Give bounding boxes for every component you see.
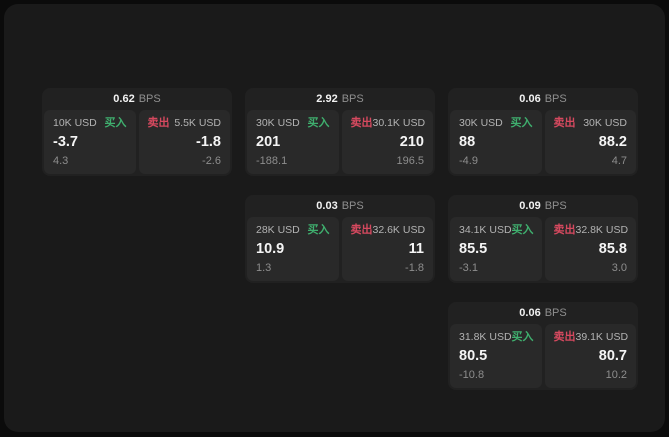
buy-price: 10.9 <box>256 241 285 257</box>
spread-card-grid: 0.62 BPS 10K USD 买入 -3.7 4.3 卖出 5.5K USD <box>42 88 638 390</box>
bps-value: 0.09 <box>519 200 541 212</box>
quote-panels: 34.1K USD 买入 85.5 -3.1 卖出 32.8K USD 85.8… <box>448 217 638 283</box>
spread-card: 2.92 BPS 30K USD 买入 201 -188.1 卖出 30.1K … <box>245 88 435 176</box>
spread-header: 0.06 BPS <box>448 302 638 324</box>
spread-header: 2.92 BPS <box>245 88 435 110</box>
quote-panels: 31.8K USD 买入 80.5 -10.8 卖出 39.1K USD 80.… <box>448 324 638 390</box>
buy-amount: 34.1K USD <box>459 224 512 236</box>
buy-price: 201 <box>256 134 281 150</box>
buy-panel[interactable]: 30K USD 买入 201 -188.1 <box>247 110 339 174</box>
sell-panel[interactable]: 卖出 32.6K USD 11 -1.8 <box>341 217 433 281</box>
buy-price: 88 <box>459 134 476 150</box>
bps-unit-label: BPS <box>138 93 161 105</box>
buy-sub-value: -10.8 <box>459 369 485 381</box>
bps-unit-label: BPS <box>341 93 364 105</box>
buy-sub-value: -3.1 <box>459 262 478 274</box>
spread-header: 0.06 BPS <box>448 88 638 110</box>
bps-value: 0.62 <box>113 93 135 105</box>
quote-panels: 30K USD 买入 201 -188.1 卖出 30.1K USD 210 1… <box>245 110 435 176</box>
buy-button[interactable]: 买入 <box>511 224 534 236</box>
bps-value: 0.03 <box>316 200 338 212</box>
buy-button[interactable]: 买入 <box>307 117 330 129</box>
buy-panel[interactable]: 30K USD 买入 88 -4.9 <box>450 110 542 174</box>
sell-panel[interactable]: 卖出 32.8K USD 85.8 3.0 <box>544 217 636 281</box>
sell-panel[interactable]: 卖出 39.1K USD 80.7 10.2 <box>544 324 636 388</box>
buy-panel[interactable]: 28K USD 买入 10.9 1.3 <box>247 217 339 281</box>
sell-price: -1.8 <box>196 134 221 150</box>
sell-panel[interactable]: 卖出 30.1K USD 210 196.5 <box>341 110 433 174</box>
quote-panels: 28K USD 买入 10.9 1.3 卖出 32.6K USD 11 -1.8 <box>245 217 435 283</box>
buy-amount: 28K USD <box>256 224 300 236</box>
sell-sub-value: 4.7 <box>611 155 627 167</box>
buy-button[interactable]: 买入 <box>307 224 330 236</box>
spread-card: 0.06 BPS 31.8K USD 买入 80.5 -10.8 卖出 39.1… <box>448 302 638 390</box>
buy-sub-value: 4.3 <box>53 155 69 167</box>
quote-panels: 30K USD 买入 88 -4.9 卖出 30K USD 88.2 4.7 <box>448 110 638 176</box>
bps-value: 0.06 <box>519 93 541 105</box>
buy-panel[interactable]: 34.1K USD 买入 85.5 -3.1 <box>450 217 542 281</box>
sell-sub-value: 196.5 <box>396 155 424 167</box>
buy-amount: 31.8K USD <box>459 331 512 343</box>
buy-price: 80.5 <box>459 348 488 364</box>
sell-sub-value: 3.0 <box>611 262 627 274</box>
bps-unit-label: BPS <box>544 307 567 319</box>
sell-price: 88.2 <box>598 134 627 150</box>
sell-amount: 30K USD <box>583 117 627 129</box>
spread-card: 0.03 BPS 28K USD 买入 10.9 1.3 卖出 32.6K US… <box>245 195 435 283</box>
buy-price: -3.7 <box>53 134 78 150</box>
sell-price: 210 <box>399 134 424 150</box>
sell-sub-value: -2.6 <box>202 155 221 167</box>
spread-header: 0.03 BPS <box>245 195 435 217</box>
bps-unit-label: BPS <box>544 200 567 212</box>
quote-panels: 10K USD 买入 -3.7 4.3 卖出 5.5K USD -1.8 -2.… <box>42 110 232 176</box>
spread-header: 0.62 BPS <box>42 88 232 110</box>
bps-unit-label: BPS <box>341 200 364 212</box>
bps-value: 0.06 <box>519 307 541 319</box>
buy-sub-value: -188.1 <box>256 155 288 167</box>
sell-panel[interactable]: 卖出 5.5K USD -1.8 -2.6 <box>138 110 230 174</box>
spread-card: 0.09 BPS 34.1K USD 买入 85.5 -3.1 卖出 32.8K… <box>448 195 638 283</box>
sell-button[interactable]: 卖出 <box>553 331 576 343</box>
sell-button[interactable]: 卖出 <box>350 117 373 129</box>
sell-button[interactable]: 卖出 <box>553 224 576 236</box>
buy-price: 85.5 <box>459 241 488 257</box>
bps-value: 2.92 <box>316 93 338 105</box>
sell-button[interactable]: 卖出 <box>553 117 576 129</box>
sell-amount: 32.8K USD <box>575 224 629 236</box>
sell-amount: 32.6K USD <box>372 224 426 236</box>
buy-sub-value: -4.9 <box>459 155 478 167</box>
sell-amount: 5.5K USD <box>174 117 221 129</box>
buy-amount: 30K USD <box>459 117 503 129</box>
sell-panel[interactable]: 卖出 30K USD 88.2 4.7 <box>544 110 636 174</box>
spread-header: 0.09 BPS <box>448 195 638 217</box>
buy-button[interactable]: 买入 <box>510 117 533 129</box>
sell-button[interactable]: 卖出 <box>350 224 373 236</box>
app-surface: 0.62 BPS 10K USD 买入 -3.7 4.3 卖出 5.5K USD <box>4 4 665 432</box>
sell-price: 85.8 <box>598 241 627 257</box>
buy-button[interactable]: 买入 <box>511 331 534 343</box>
sell-sub-value: -1.8 <box>405 262 424 274</box>
sell-button[interactable]: 卖出 <box>147 117 170 129</box>
buy-amount: 30K USD <box>256 117 300 129</box>
sell-sub-value: 10.2 <box>605 369 627 381</box>
buy-panel[interactable]: 31.8K USD 买入 80.5 -10.8 <box>450 324 542 388</box>
buy-panel[interactable]: 10K USD 买入 -3.7 4.3 <box>44 110 136 174</box>
spread-card: 0.06 BPS 30K USD 买入 88 -4.9 卖出 30K USD <box>448 88 638 176</box>
buy-button[interactable]: 买入 <box>104 117 127 129</box>
spread-card: 0.62 BPS 10K USD 买入 -3.7 4.3 卖出 5.5K USD <box>42 88 232 176</box>
sell-amount: 30.1K USD <box>372 117 426 129</box>
sell-price: 11 <box>408 241 424 257</box>
bps-unit-label: BPS <box>544 93 567 105</box>
buy-sub-value: 1.3 <box>256 262 272 274</box>
sell-price: 80.7 <box>598 348 627 364</box>
buy-amount: 10K USD <box>53 117 97 129</box>
sell-amount: 39.1K USD <box>575 331 629 343</box>
